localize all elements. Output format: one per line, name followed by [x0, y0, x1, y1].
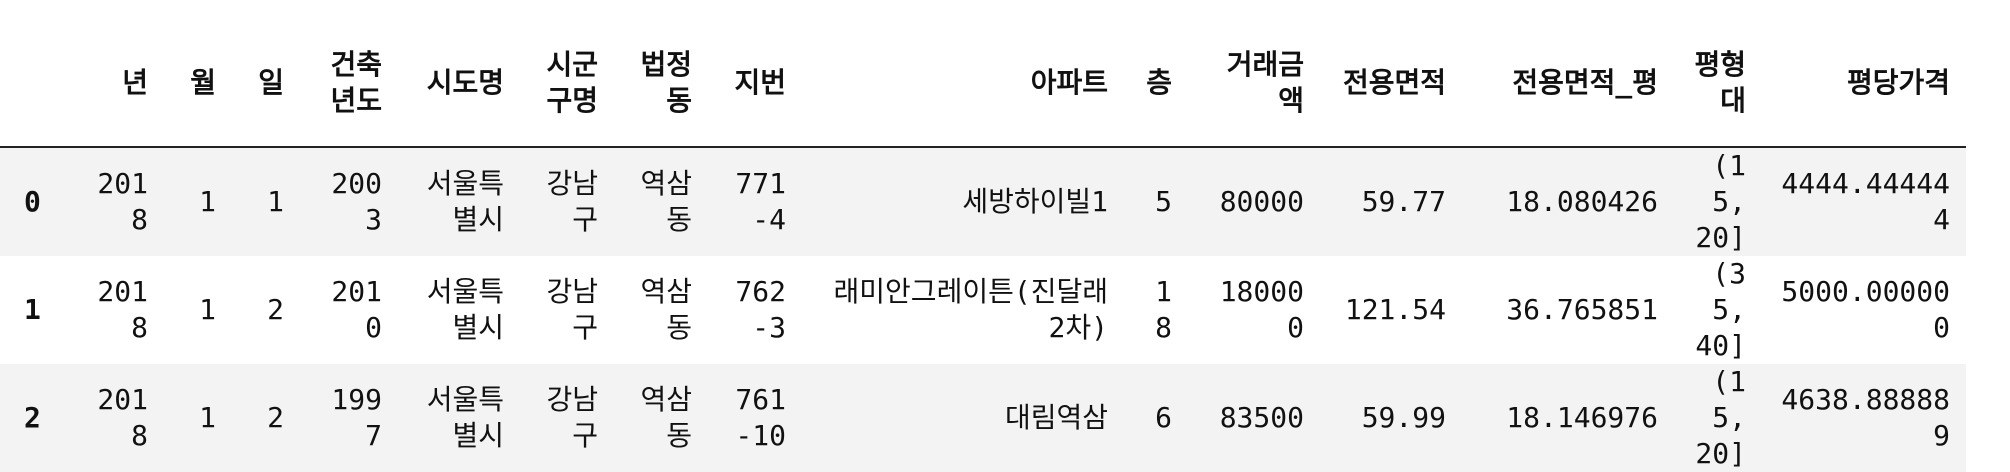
column-header-apartment: 아파트 — [802, 28, 1124, 148]
cell-price: 80000 — [1219, 185, 1304, 218]
column-header-area-pyeong: 전용면적_평 — [1462, 28, 1674, 148]
column-header-area: 전용면적 — [1320, 28, 1462, 148]
cell-legal-dong: 역삼동 — [640, 275, 692, 344]
cell-build-year: 1997 — [331, 383, 382, 452]
cell-build-year: 2010 — [331, 275, 382, 344]
column-header-floor: 층 — [1124, 28, 1188, 148]
cell-price-per-pyeong: 4638.888889 — [1781, 383, 1950, 452]
cell-year: 2018 — [97, 167, 148, 236]
cell-legal-dong: 역삼동 — [640, 383, 692, 452]
column-header-jibun: 지번 — [708, 28, 802, 148]
index-header — [0, 28, 66, 148]
cell-floor: 6 — [1155, 401, 1172, 434]
column-header-pyeong-band: 평형대 — [1674, 28, 1762, 148]
cell-price: 83500 — [1219, 401, 1304, 434]
column-header-year: 년 — [66, 28, 164, 148]
cell-jibun: 771-4 — [735, 167, 786, 236]
cell-area: 59.99 — [1361, 401, 1446, 434]
cell-pyeong-band: (35, 40] — [1695, 257, 1746, 362]
header-row: 년 월 일 건축년도 시도명 시군구명 법정동 지번 아파트 층 거래금액 전용… — [0, 28, 1966, 148]
cell-apartment: 세방하이빌1 — [962, 185, 1108, 218]
table-body: 0 2018 1 1 2003 서울특별시 강남구 역삼동 771-4 세방하이… — [0, 147, 1966, 472]
cell-sigungu: 강남구 — [546, 275, 598, 344]
cell-month: 1 — [199, 293, 216, 326]
cell-apartment: 대림역삼 — [1004, 401, 1108, 434]
cell-area-pyeong: 36.765851 — [1506, 293, 1658, 326]
cell-day: 2 — [267, 401, 284, 434]
column-header-build-year: 건축년도 — [300, 28, 398, 148]
table-header: 년 월 일 건축년도 시도명 시군구명 법정동 지번 아파트 층 거래금액 전용… — [0, 28, 1966, 148]
cell-price-per-pyeong: 4444.444444 — [1781, 167, 1950, 236]
cell-apartment: 래미안그레이튼(진달래2차) — [833, 275, 1108, 344]
cell-sido: 서울특별시 — [426, 383, 504, 452]
cell-jibun: 762-3 — [735, 275, 786, 344]
cell-build-year: 2003 — [331, 167, 382, 236]
column-header-price-per-pyeong: 평당가격 — [1762, 28, 1966, 148]
cell-pyeong-band: (15, 20] — [1695, 365, 1746, 470]
cell-sido: 서울특별시 — [426, 275, 504, 344]
cell-floor: 18 — [1155, 275, 1172, 344]
cell-year: 2018 — [97, 275, 148, 344]
cell-area: 59.77 — [1361, 185, 1446, 218]
column-header-price: 거래금액 — [1188, 28, 1320, 148]
row-index: 1 — [24, 293, 41, 326]
cell-area: 121.54 — [1344, 293, 1446, 326]
dataframe-table: 년 월 일 건축년도 시도명 시군구명 법정동 지번 아파트 층 거래금액 전용… — [0, 28, 1966, 472]
row-index: 0 — [24, 185, 41, 218]
column-header-month: 월 — [164, 28, 232, 148]
cell-month: 1 — [199, 185, 216, 218]
cell-jibun: 761-10 — [735, 383, 786, 452]
cell-legal-dong: 역삼동 — [640, 167, 692, 236]
column-header-day: 일 — [232, 28, 300, 148]
cell-day: 1 — [267, 185, 284, 218]
cell-year: 2018 — [97, 383, 148, 452]
column-header-sigungu: 시군구명 — [520, 28, 614, 148]
cell-sigungu: 강남구 — [546, 383, 598, 452]
cell-area-pyeong: 18.146976 — [1506, 401, 1658, 434]
cell-floor: 5 — [1155, 185, 1172, 218]
table-row: 1 2018 1 2 2010 서울특별시 강남구 역삼동 762-3 래미안그… — [0, 256, 1966, 364]
table-row: 0 2018 1 1 2003 서울특별시 강남구 역삼동 771-4 세방하이… — [0, 147, 1966, 256]
cell-pyeong-band: (15, 20] — [1695, 149, 1746, 254]
cell-month: 1 — [199, 401, 216, 434]
column-header-sido: 시도명 — [398, 28, 520, 148]
cell-sido: 서울특별시 — [426, 167, 504, 236]
column-header-legal-dong: 법정동 — [614, 28, 708, 148]
cell-price: 180000 — [1219, 275, 1304, 344]
cell-price-per-pyeong: 5000.000000 — [1781, 275, 1950, 344]
cell-sigungu: 강남구 — [546, 167, 598, 236]
cell-area-pyeong: 18.080426 — [1506, 185, 1658, 218]
table-row: 2 2018 1 2 1997 서울특별시 강남구 역삼동 761-10 대림역… — [0, 364, 1966, 472]
cell-day: 2 — [267, 293, 284, 326]
row-index: 2 — [24, 401, 41, 434]
